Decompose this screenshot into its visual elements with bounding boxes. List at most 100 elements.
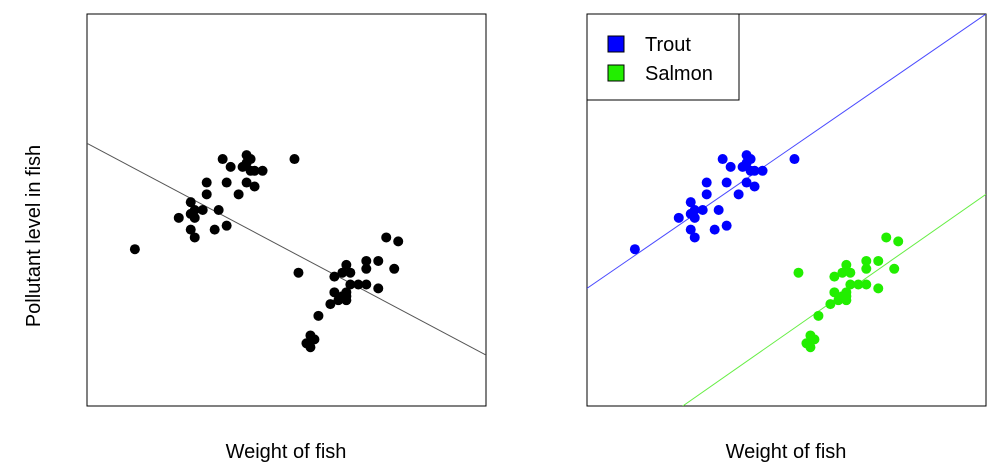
right-trend-line-trout <box>587 14 986 289</box>
left-point-series-44 <box>353 279 364 290</box>
left-point-series-6 <box>197 205 208 215</box>
left-point-series-53 <box>341 259 352 270</box>
left-point-series-21 <box>185 224 196 235</box>
left-point-series-52 <box>381 232 392 243</box>
right-point-salmon-23 <box>893 236 904 247</box>
left-point-series-8 <box>209 224 220 235</box>
left-point-series-9 <box>221 220 232 231</box>
right-x-axis-label: Weight of fish <box>726 441 847 463</box>
right-point-trout-4 <box>701 189 712 200</box>
right-point-trout-22 <box>689 212 700 223</box>
right-point-salmon-16 <box>853 279 864 290</box>
right-point-salmon-26 <box>873 283 884 294</box>
left-point-series-3 <box>189 232 200 243</box>
left-point-series-27 <box>289 154 300 165</box>
right-point-salmon-17 <box>861 263 872 274</box>
left-point-series-34 <box>293 267 304 278</box>
left-point-series-0 <box>129 244 140 255</box>
right-point-salmon-22 <box>889 263 900 274</box>
right-point-trout-21 <box>685 224 696 235</box>
right-point-trout-19 <box>721 177 732 188</box>
left-point-series-36 <box>337 267 348 278</box>
right-point-salmon-7 <box>825 299 836 310</box>
left-plot-frame <box>86 13 487 407</box>
legend-swatch-trout <box>607 35 625 53</box>
left-point-series-20 <box>257 165 268 176</box>
right-point-salmon-0 <box>813 310 824 321</box>
right-point-trout-26 <box>701 177 712 188</box>
right-point-salmon-8 <box>837 267 848 278</box>
left-point-series-46 <box>361 279 372 290</box>
left-point-series-37 <box>329 287 340 298</box>
left-point-series-48 <box>361 255 372 266</box>
right-point-trout-20 <box>757 165 768 176</box>
right-point-trout-12 <box>725 161 736 172</box>
right-point-trout-7 <box>713 205 724 215</box>
left-point-series-19 <box>221 177 232 188</box>
left-point-series-32 <box>305 342 316 353</box>
right-point-salmon-18 <box>861 279 872 290</box>
left-point-series-10 <box>233 189 244 200</box>
right-point-salmon-25 <box>841 259 852 270</box>
right-point-salmon-21 <box>873 255 884 266</box>
right-point-trout-27 <box>789 154 800 165</box>
left-point-series-35 <box>325 299 336 310</box>
left-point-series-45 <box>361 263 372 274</box>
right-point-salmon-9 <box>829 287 840 298</box>
left-point-series-33 <box>309 334 320 345</box>
right-point-trout-18 <box>717 154 728 165</box>
left-point-series-43 <box>345 279 356 290</box>
right-point-salmon-4 <box>805 342 816 353</box>
left-point-series-4 <box>201 189 212 200</box>
right-point-salmon-24 <box>881 232 892 243</box>
right-point-trout-10 <box>733 189 744 200</box>
right-point-salmon-10 <box>829 271 840 282</box>
left-trend-line-series <box>87 142 486 356</box>
left-point-series-18 <box>217 154 228 165</box>
right-point-trout-6 <box>697 205 708 215</box>
left-point-series-50 <box>389 263 400 274</box>
left-point-series-22 <box>189 212 200 223</box>
right-point-trout-0 <box>629 244 640 255</box>
left-point-series-12 <box>225 161 236 172</box>
right-point-salmon-20 <box>861 255 872 266</box>
y-axis-label: Pollutant level in fish <box>23 145 45 327</box>
right-points <box>629 150 904 353</box>
left-point-series-7 <box>213 205 224 215</box>
left-point-series-13 <box>249 181 260 192</box>
left-point-series-1 <box>173 212 184 223</box>
left-x-axis-label: Weight of fish <box>226 441 347 463</box>
legend: Trout Salmon <box>586 13 740 101</box>
left-plot: Weight of fish <box>86 13 487 463</box>
legend-label-salmon: Salmon <box>645 63 713 85</box>
legend-label-trout: Trout <box>645 34 691 56</box>
right-point-salmon-6 <box>793 267 804 278</box>
right-point-salmon-14 <box>841 287 852 298</box>
left-point-series-16 <box>241 177 252 188</box>
right-point-trout-13 <box>749 181 760 192</box>
right-point-trout-3 <box>689 232 700 243</box>
left-point-series-23 <box>185 197 196 208</box>
legend-box <box>586 13 740 101</box>
right-point-trout-5 <box>689 205 700 215</box>
left-point-series-17 <box>249 165 260 176</box>
right-point-trout-25 <box>745 154 756 165</box>
right-point-trout-17 <box>749 165 760 176</box>
right-point-trout-8 <box>709 224 720 235</box>
left-point-series-42 <box>341 287 352 298</box>
right-point-salmon-5 <box>809 334 820 345</box>
right-plot: Trout Salmon Weight of fish <box>586 13 987 463</box>
left-point-series-28 <box>313 310 324 321</box>
right-plot-frame <box>586 13 987 407</box>
left-point-series-49 <box>373 255 384 266</box>
legend-swatch-salmon <box>607 64 625 82</box>
right-point-salmon-19 <box>845 267 856 278</box>
left-trend-lines <box>87 142 486 356</box>
left-point-series-25 <box>245 154 256 165</box>
right-point-trout-16 <box>741 177 752 188</box>
left-point-series-54 <box>373 283 384 294</box>
left-point-series-26 <box>201 177 212 188</box>
right-point-trout-1 <box>673 212 684 223</box>
left-point-series-47 <box>345 267 356 278</box>
